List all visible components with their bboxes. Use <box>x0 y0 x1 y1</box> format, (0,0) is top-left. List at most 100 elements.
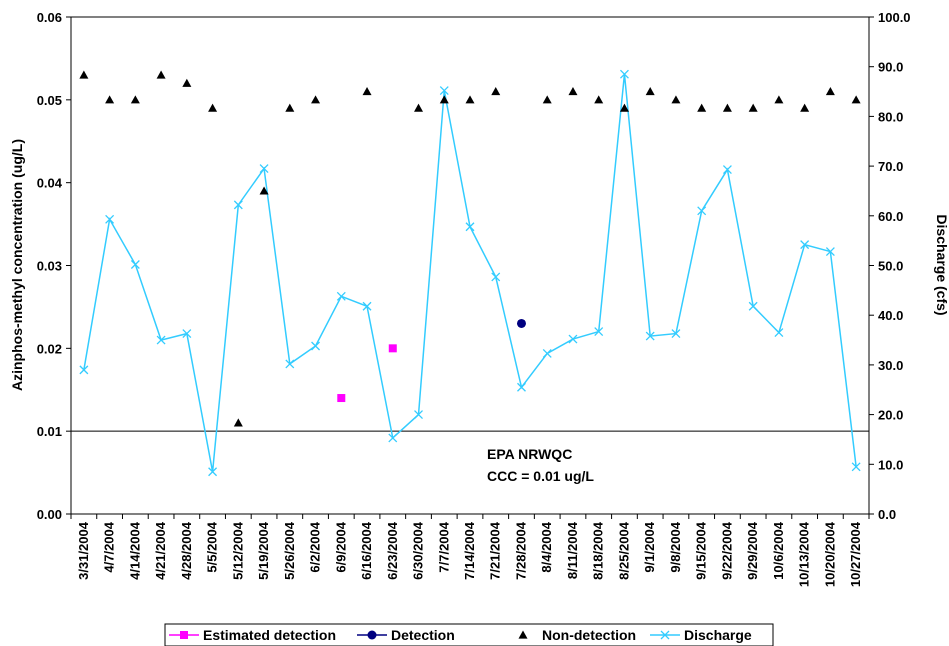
plot-frame <box>70 16 870 515</box>
left-tick-label: 0.03 <box>37 259 62 274</box>
right-y-axis: 0.0 10.0 20.0 30.0 40.0 50.0 60.0 70.0 80.0 90.0 1… <box>869 10 911 522</box>
discharge-point <box>594 327 604 337</box>
discharge-point <box>388 433 398 443</box>
x-tick-label: 9/1/2004 <box>642 521 657 572</box>
discharge-point <box>414 410 423 420</box>
estimated-detection-point <box>337 394 346 403</box>
x-tick-label: 7/7/2004 <box>436 521 451 572</box>
right-axis-title: Discharge (cfs) <box>934 214 949 315</box>
discharge-point <box>156 335 166 345</box>
right-tick-label: 70.0 <box>878 159 903 174</box>
legend-item: Discharge <box>650 627 752 643</box>
x-tick-label: 8/25/2004 <box>616 521 631 580</box>
x-tick-label: 9/22/2004 <box>719 521 734 580</box>
left-tick-label: 0.04 <box>37 176 63 191</box>
left-tick-label: 0.06 <box>37 10 62 25</box>
non-detection-point <box>311 95 321 104</box>
left-tick-label: 0.05 <box>37 93 62 108</box>
x-tick-label: 8/11/2004 <box>565 521 580 579</box>
discharge-point <box>362 301 372 311</box>
discharge-point <box>491 272 501 282</box>
discharge-point <box>182 329 192 339</box>
discharge-point <box>105 214 115 224</box>
x-tick-label: 9/29/2004 <box>745 521 760 580</box>
discharge-point <box>311 341 321 351</box>
x-tick-label: 10/13/2004 <box>797 521 812 587</box>
legend-label: Non-detection <box>542 627 636 643</box>
right-tick-label: 50.0 <box>878 259 903 274</box>
x-tick-label: 3/31/2004 <box>76 521 91 580</box>
right-tick-label: 30.0 <box>878 358 903 373</box>
discharge-point <box>800 240 810 250</box>
discharge-point <box>285 359 295 369</box>
non-detection-point <box>491 87 501 96</box>
estimated-detection-point <box>388 344 397 353</box>
non-detection-point <box>748 103 758 112</box>
discharge-point <box>542 349 552 358</box>
discharge-point <box>851 462 861 472</box>
non-detection-point <box>851 95 861 104</box>
legend-label: Estimated detection <box>203 627 336 643</box>
x-tick-label: 5/19/2004 <box>256 521 271 580</box>
non-detection-point <box>825 87 835 96</box>
non-detection-point <box>259 186 269 195</box>
non-detection-point <box>568 87 578 96</box>
x-tick-label: 8/18/2004 <box>591 521 606 580</box>
non-detection-point <box>800 103 810 112</box>
right-tick-label: 40.0 <box>878 308 903 323</box>
discharge-point <box>336 291 346 301</box>
x-tick-label: 4/21/2004 <box>153 521 168 580</box>
right-tick-label: 80.0 <box>878 109 903 124</box>
non-detection-point <box>79 70 89 79</box>
legend-marker <box>180 631 188 639</box>
non-detection-point <box>233 418 243 427</box>
discharge-point <box>208 467 218 477</box>
non-detection-point <box>414 103 424 112</box>
non-detection-point <box>182 78 192 87</box>
x-tick-label: 10/27/2004 <box>848 521 863 587</box>
x-tick-label: 9/15/2004 <box>694 521 709 580</box>
legend-label: Detection <box>391 627 455 643</box>
discharge-point <box>79 365 89 375</box>
legend-item: Estimated detection <box>169 627 336 643</box>
non-detection-point <box>774 95 784 104</box>
legend-marker <box>518 630 528 639</box>
non-detection-point <box>285 103 295 112</box>
discharge-point <box>517 382 526 392</box>
x-axis: 3/31/2004 4/7/2004 4/14/2004 4/21/2004 4/28/… <box>70 514 870 587</box>
non-detection-point <box>671 95 681 104</box>
non-detection-point <box>722 103 732 112</box>
non-detection-point <box>645 87 655 96</box>
non-detection-point <box>208 103 218 112</box>
legend-item: Non-detection <box>518 627 636 643</box>
discharge-point <box>697 206 707 216</box>
x-tick-label: 10/6/2004 <box>771 521 786 580</box>
non-detection-point <box>439 95 449 104</box>
discharge-point <box>748 301 758 311</box>
discharge-point <box>259 164 269 174</box>
plot-area <box>70 16 870 515</box>
x-tick-label: 4/14/2004 <box>127 521 142 580</box>
discharge-point <box>825 247 835 257</box>
non-detection-point <box>594 95 604 104</box>
non-detection-point <box>130 95 140 104</box>
x-tick-label: 7/21/2004 <box>488 521 503 580</box>
non-detection-point <box>542 95 552 104</box>
left-y-axis: 0.00 0.01 0.02 0.03 0.04 0.05 0.06 <box>37 10 71 522</box>
x-tick-label: 7/28/2004 <box>513 521 528 580</box>
reference-annotation-line1: EPA NRWQC <box>487 446 572 462</box>
x-tick-label: 10/20/2004 <box>822 521 837 587</box>
right-tick-label: 10.0 <box>878 457 903 472</box>
reference-annotation-line2: CCC = 0.01 ug/L <box>487 468 594 484</box>
non-detection-point <box>105 95 115 104</box>
x-tick-label: 5/5/2004 <box>205 521 220 572</box>
non-detection-point <box>156 70 166 79</box>
non-detection-point <box>465 95 475 104</box>
left-tick-label: 0.01 <box>37 424 62 439</box>
x-tick-label: 4/28/2004 <box>179 521 194 580</box>
x-tick-label: 9/8/2004 <box>668 521 683 572</box>
discharge-point <box>130 260 140 269</box>
left-tick-label: 0.00 <box>37 507 62 522</box>
right-tick-label: 60.0 <box>878 209 903 224</box>
